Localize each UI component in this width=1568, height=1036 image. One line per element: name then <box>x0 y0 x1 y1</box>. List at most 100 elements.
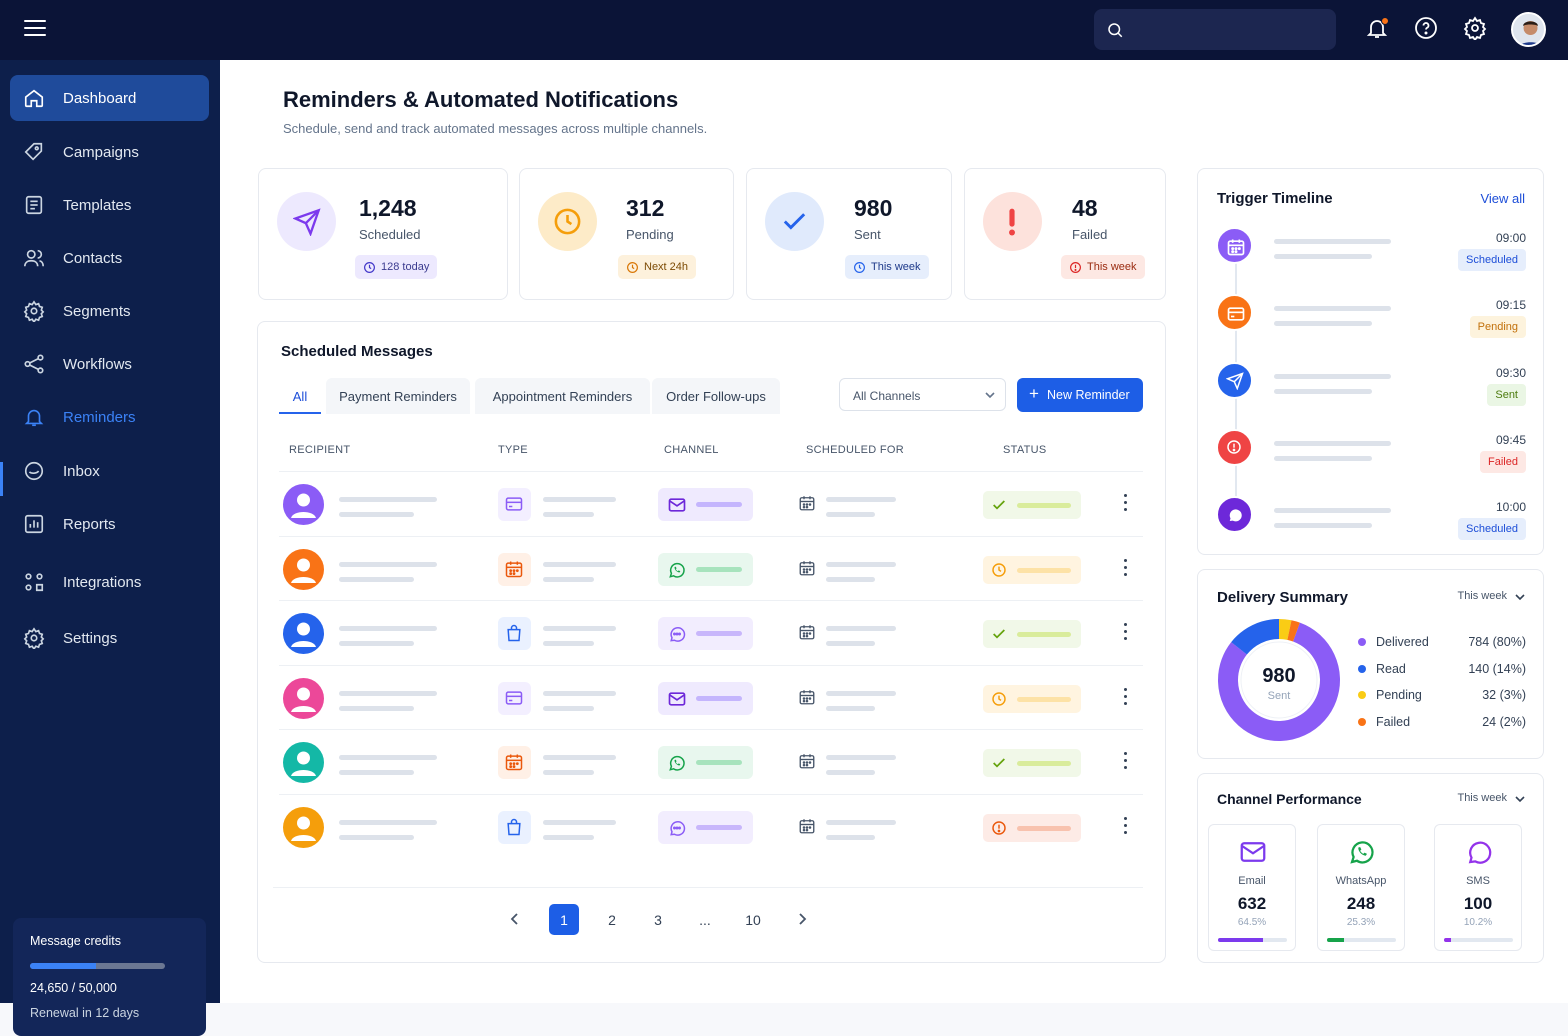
status-badge <box>983 684 1081 713</box>
column-header-channel[interactable]: CHANNEL <box>664 444 719 456</box>
sidebar-item-reminders[interactable]: Reminders <box>10 394 209 440</box>
period-select[interactable]: This week <box>1457 590 1525 602</box>
next-page-button[interactable] <box>787 904 817 935</box>
more-options-icon[interactable] <box>1123 687 1129 708</box>
page-ellipsis: ... <box>699 912 711 928</box>
recipient-name-placeholder <box>339 755 437 761</box>
page-10-button[interactable]: 10 <box>745 912 761 928</box>
channel-filter-select[interactable]: All Channels <box>839 378 1006 411</box>
new-reminder-button[interactable]: + New Reminder <box>1017 378 1143 412</box>
channel-progress-fill <box>1218 938 1263 942</box>
view-all-link[interactable]: View all <box>1480 191 1525 206</box>
donut-slice-failed[interactable] <box>1216 617 1342 743</box>
clock-icon <box>991 562 1007 583</box>
sidebar-item-label: Reminders <box>63 409 136 426</box>
page-2-button[interactable]: 2 <box>608 912 616 928</box>
new-reminder-label: New Reminder <box>1047 388 1130 402</box>
bag-icon <box>504 817 524 842</box>
table-row[interactable] <box>279 471 1143 535</box>
column-header-recipient[interactable]: RECIPIENT <box>289 444 351 456</box>
user-avatar[interactable] <box>1511 12 1546 47</box>
sidebar-item-label: Segments <box>63 303 131 320</box>
stat-pill: 128 today <box>355 255 438 279</box>
search-input[interactable] <box>1094 9 1336 50</box>
active-indicator <box>0 462 3 496</box>
timeline-status-badge: Failed <box>1480 450 1526 473</box>
channel-progress-fill <box>1327 938 1345 942</box>
sidebar-item-integrations[interactable]: Integrations <box>10 559 209 605</box>
tab-order-follow-ups[interactable]: Order Follow-ups <box>652 378 780 414</box>
check-icon <box>991 755 1007 776</box>
calendar-icon <box>798 688 816 711</box>
timeline-title-placeholder <box>1274 306 1391 312</box>
sidebar-item-label: Workflows <box>63 356 132 373</box>
menu-icon[interactable] <box>24 20 46 38</box>
channel-card-email[interactable]: Email 632 64.5% <box>1208 824 1296 951</box>
period-value: This week <box>1457 792 1507 804</box>
table-row[interactable] <box>279 794 1143 858</box>
legend-value: 140 (14%) <box>1468 661 1526 676</box>
tab-payment-reminders[interactable]: Payment Reminders <box>326 378 470 414</box>
time-placeholder <box>826 576 875 582</box>
template-icon <box>25 195 43 215</box>
prev-page-button[interactable] <box>500 904 530 935</box>
sms-icon <box>667 624 687 649</box>
more-options-icon[interactable] <box>1123 623 1129 643</box>
page-3-button[interactable]: 3 <box>654 912 662 928</box>
channel-value: 248 <box>1346 894 1376 913</box>
legend-swatch <box>1358 691 1366 700</box>
timeline-item[interactable]: 09:45 Failed <box>1216 428 1526 479</box>
table-row[interactable] <box>279 600 1143 664</box>
page-title: Reminders & Automated Notifications <box>283 87 679 112</box>
sidebar-item-campaigns[interactable]: Campaigns <box>10 129 209 175</box>
delivery-donut-chart <box>1216 617 1342 743</box>
column-header-status[interactable]: STATUS <box>1003 444 1047 456</box>
page-1-button[interactable]: 1 <box>549 904 579 935</box>
sidebar-item-dashboard[interactable]: Dashboard <box>10 75 209 121</box>
table-row[interactable] <box>279 729 1143 793</box>
sidebar-item-inbox[interactable]: Inbox <box>10 448 209 494</box>
settings-gear-icon[interactable] <box>1463 16 1489 42</box>
help-icon[interactable] <box>1414 16 1440 42</box>
email-icon <box>667 495 687 520</box>
recipient-avatar <box>283 807 324 848</box>
more-options-icon[interactable] <box>1123 817 1129 837</box>
tab-appointment-reminders[interactable]: Appointment Reminders <box>475 378 650 414</box>
time-placeholder <box>826 641 875 647</box>
type-label-placeholder <box>543 626 616 632</box>
column-header-type[interactable]: TYPE <box>498 444 528 456</box>
clock-icon <box>554 208 581 235</box>
sidebar-item-contacts[interactable]: Contacts <box>10 235 209 281</box>
sidebar-item-workflows[interactable]: Workflows <box>10 341 209 387</box>
more-options-icon[interactable] <box>1123 494 1129 514</box>
clock-icon-circle <box>538 192 597 251</box>
legend-name: Read <box>1376 661 1406 676</box>
timeline-item[interactable]: 09:15 Pending <box>1216 294 1526 344</box>
stat-card-failed: 48 Failed This week <box>964 168 1166 300</box>
channel-chip <box>658 811 753 844</box>
channel-card-whatsapp[interactable]: WhatsApp 248 25.3% <box>1317 824 1405 951</box>
table-row[interactable] <box>279 535 1143 600</box>
timeline-item[interactable]: 09:30 Sent <box>1216 361 1526 412</box>
more-options-icon[interactable] <box>1123 558 1129 579</box>
sidebar-item-segments[interactable]: Segments <box>10 288 209 334</box>
notification-bell-icon[interactable] <box>1365 16 1391 42</box>
sidebar-item-reports[interactable]: Reports <box>10 501 209 547</box>
tab-all[interactable]: All <box>279 378 321 414</box>
period-select[interactable]: This week <box>1457 792 1525 804</box>
more-options-icon[interactable] <box>1123 752 1129 772</box>
clock-icon <box>854 262 865 273</box>
type-icon-box <box>498 552 531 586</box>
recipient-detail-placeholder <box>339 770 414 776</box>
inbox-icon <box>24 461 44 481</box>
type-detail-placeholder <box>543 641 594 647</box>
timeline-item[interactable]: 09:00 Scheduled <box>1216 227 1526 277</box>
channel-card-sms[interactable]: SMS 100 10.2% <box>1434 824 1522 951</box>
timeline-title-placeholder <box>1274 440 1391 446</box>
timeline-item[interactable]: 10:00 Scheduled <box>1216 496 1526 546</box>
sidebar-item-templates[interactable]: Templates <box>10 182 209 228</box>
date-placeholder <box>826 690 896 696</box>
column-header-scheduled-for[interactable]: SCHEDULED FOR <box>806 444 905 456</box>
sidebar-item-settings[interactable]: Settings <box>10 615 209 661</box>
table-row[interactable] <box>279 664 1143 729</box>
